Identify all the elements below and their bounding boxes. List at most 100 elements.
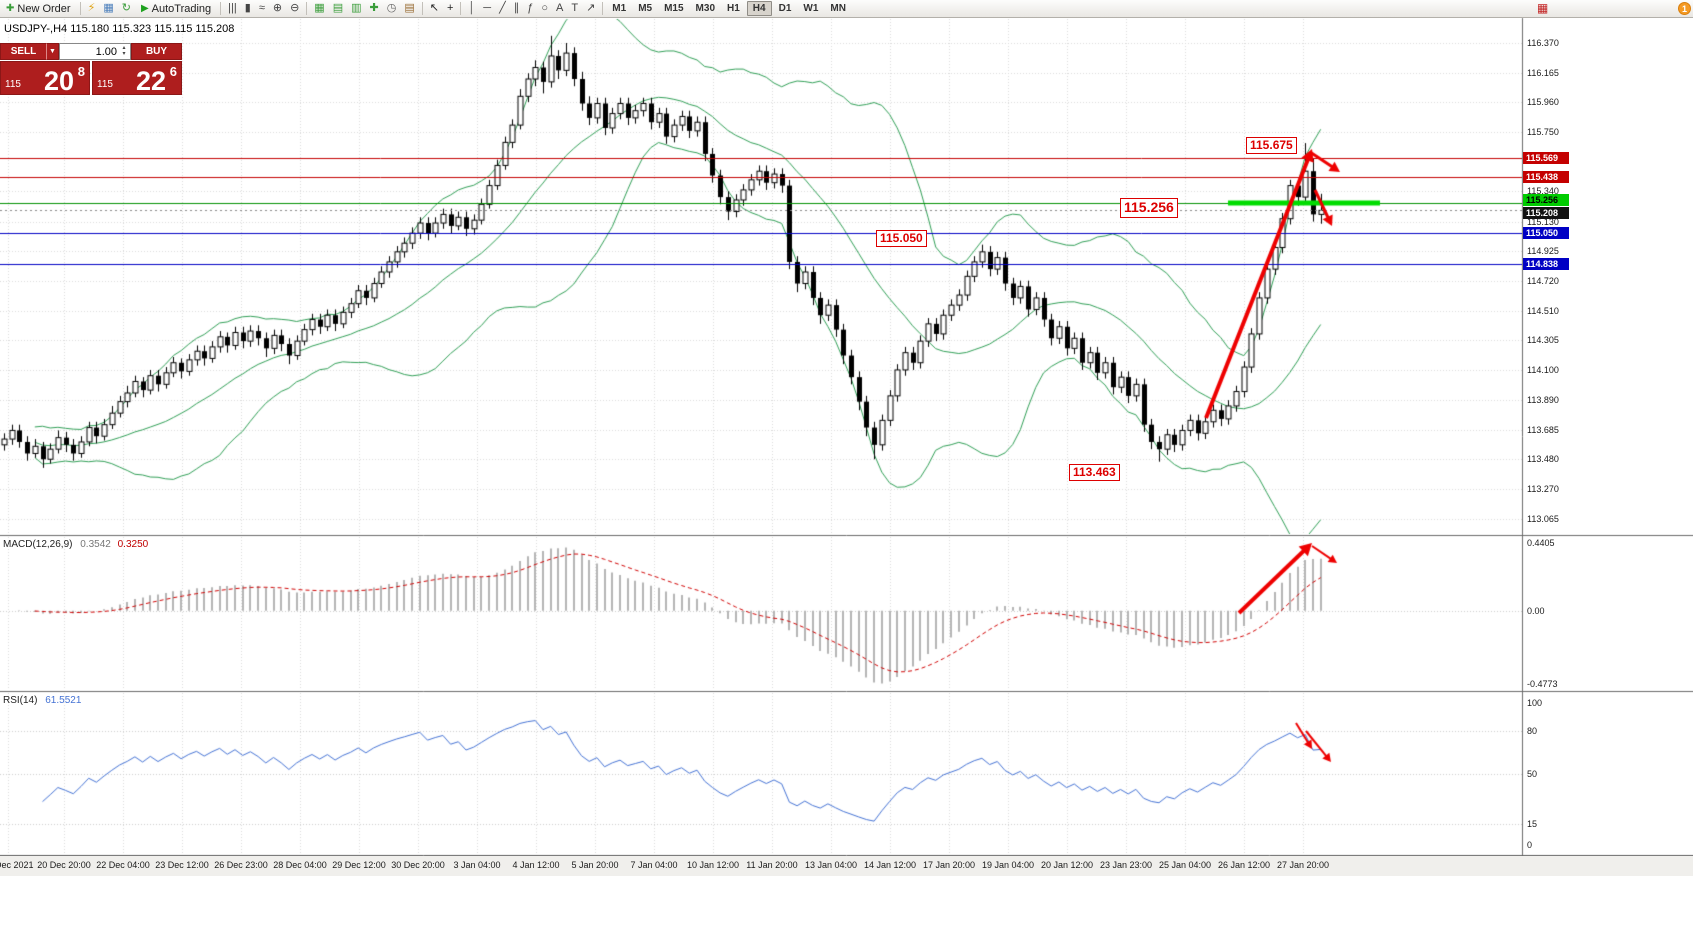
macd-axis-label: 0.00	[1527, 605, 1545, 616]
timeframe-h4[interactable]: H4	[746, 1, 772, 16]
rsi-axis-label: 15	[1527, 818, 1538, 829]
autotrading-button[interactable]: ▶ AutoTrading	[135, 0, 217, 17]
time-axis-label: 10 Jan 12:00	[686, 860, 740, 870]
time-axis-label: 25 Jan 04:00	[1158, 860, 1212, 870]
time-axis-label: 7 Jan 04:00	[630, 860, 678, 870]
rsi-axis-label: 100	[1527, 698, 1543, 708]
timeframe-m30[interactable]: M30	[695, 3, 715, 14]
sell-button[interactable]: SELL	[0, 43, 46, 60]
price-axis-label: 116.370	[1527, 38, 1559, 48]
toolbar-separator	[460, 2, 462, 15]
expert-advisors-icon[interactable]: ⚡	[87, 2, 96, 14]
rsi-header: RSI(14) 61.5521	[3, 695, 81, 706]
time-axis-label: 14 Jan 12:00	[863, 860, 917, 870]
horizontal-line-icon[interactable]: ─	[483, 2, 492, 14]
price-tag: 115.050	[1523, 227, 1569, 240]
refresh-chart-icon[interactable]: ↻	[121, 2, 131, 14]
shapes-icon[interactable]: ○	[541, 2, 548, 14]
buy-price-prefix: 115	[97, 79, 113, 90]
line-chart-icon[interactable]: ≈	[258, 2, 265, 14]
time-axis-label: 13 Jan 04:00	[804, 860, 858, 870]
toolbar-separator	[421, 2, 423, 15]
new-order-button[interactable]: ✚ New Order	[0, 0, 77, 17]
macd-value-signal: 0.3250	[117, 539, 149, 550]
autotrading-icon: ▶	[140, 3, 149, 14]
zoom-in-icon[interactable]: ⊕	[272, 2, 283, 14]
price-annotation[interactable]: 115.256	[1120, 198, 1178, 218]
time-axis-label: 29 Dec 12:00	[332, 860, 386, 870]
macd-axis-label: 0.4405	[1527, 538, 1555, 548]
time-axis-label: 17 Dec 2021	[0, 860, 34, 870]
time-axis-label: 3 Jan 04:00	[453, 860, 501, 870]
time-axis-label: 22 Dec 04:00	[96, 860, 150, 870]
toolbar-separator	[79, 2, 81, 15]
macd-header: MACD(12,26,9) 0.3542 0.3250	[3, 539, 148, 550]
toolbar-button-label: New Order	[17, 2, 71, 15]
timeframe-h1[interactable]: H1	[727, 3, 740, 14]
label-icon[interactable]: T	[571, 2, 579, 14]
macd-value-main: 0.3542	[80, 539, 111, 550]
add-chart-icon[interactable]: ✚	[369, 2, 379, 14]
fibonacci-icon[interactable]: ƒ	[527, 2, 534, 14]
buy-price-button[interactable]: 115 22 6	[92, 61, 182, 96]
candlestick-chart-icon[interactable]: ▮	[244, 2, 251, 14]
toolbar-items: ✚ New Order ⚡ ▦ ↻ ▶ AutoTrading ||| ▮ ≈ ⊕ ⊖ ▦ ▤ ▥ ✚ ◷ ▤ ↖ +…	[0, 0, 606, 18]
timeframe-m15[interactable]: M15	[664, 3, 684, 14]
timeframe-d1[interactable]: D1	[778, 3, 792, 14]
buy-button[interactable]: BUY	[131, 43, 182, 60]
zoom-out-icon[interactable]: ⊖	[290, 2, 300, 14]
price-tag: 115.208	[1523, 207, 1569, 220]
price-axis-label: 114.305	[1527, 335, 1559, 346]
toolbar: ✚ New Order ⚡ ▦ ↻ ▶ AutoTrading ||| ▮ ≈ ⊕ ⊖ ▦ ▤ ▥ ✚ ◷ ▤ ↖ +…	[0, 0, 1693, 18]
timeframe-mn[interactable]: MN	[830, 3, 846, 14]
timeframe-w1[interactable]: W1	[803, 3, 819, 14]
new-chart-icon[interactable]: ▦	[103, 2, 114, 14]
toolbar-button-label: AutoTrading	[151, 2, 212, 15]
timeframe-m1[interactable]: M1	[612, 3, 627, 14]
channel-icon[interactable]: ∥	[513, 2, 520, 14]
price-axis-label: 113.065	[1527, 514, 1559, 524]
tile-windows-icon[interactable]: ▦	[314, 2, 325, 14]
arrow-objects-icon[interactable]: ↗	[586, 2, 596, 14]
price-tag: 115.256	[1523, 194, 1569, 207]
price-axis-label: 114.925	[1527, 246, 1559, 257]
chart-ohlc-title: USDJPY-,H4 115.180 115.323 115.115 115.2…	[4, 23, 235, 35]
crosshair-icon[interactable]: +	[446, 2, 454, 14]
time-axis-label: 26 Dec 23:00	[214, 860, 268, 870]
toolbar-separator	[602, 2, 604, 15]
time-axis-label: 23 Dec 12:00	[155, 860, 209, 870]
price-annotation[interactable]: 115.675	[1246, 137, 1297, 154]
time-axis[interactable]	[0, 856, 1693, 876]
time-axis-label: 11 Jan 20:00	[746, 860, 798, 870]
templates-icon[interactable]: ▤	[404, 2, 415, 14]
new-order-icon: ✚	[6, 3, 15, 14]
price-axis-label: 115.340	[1527, 186, 1559, 197]
vertical-line-icon[interactable]: │	[468, 2, 476, 14]
price-axis-label: 114.720	[1527, 275, 1559, 286]
cursor-icon[interactable]: ↖	[429, 2, 439, 14]
lot-spinner[interactable]: ▴ ▾	[122, 45, 126, 57]
price-annotation[interactable]: 113.463	[1069, 464, 1120, 481]
order-type-dropdown[interactable]: ▼	[46, 43, 59, 60]
notification-badge[interactable]: 1	[1678, 2, 1691, 15]
sell-price-button[interactable]: 115 20 8	[0, 61, 90, 96]
price-axis-label: 114.100	[1527, 364, 1559, 375]
lot-size-input[interactable]: 1.00 ▴ ▾	[59, 43, 131, 60]
period-icon[interactable]: ◷	[386, 2, 397, 14]
timeframe-group: M1 M5 M15 M30 H1 H4 D1 W1 MN	[606, 0, 852, 18]
trendline-icon[interactable]: ╱	[499, 2, 506, 14]
price-axis-label: 113.685	[1527, 424, 1559, 435]
alerts-icon[interactable]: ▦	[1537, 1, 1549, 15]
toolbar-separator	[306, 2, 308, 15]
price-annotation[interactable]: 115.050	[876, 230, 927, 247]
tile-horizontal-icon[interactable]: ▥	[351, 2, 362, 14]
timeframe-m5[interactable]: M5	[638, 3, 653, 14]
sell-price-big: 20	[43, 66, 74, 96]
bar-chart-icon[interactable]: |||	[228, 2, 237, 14]
cascade-windows-icon[interactable]: ▤	[332, 2, 344, 14]
time-axis-label: 23 Jan 23:00	[1099, 860, 1153, 870]
rsi-label: RSI(14)	[3, 695, 38, 706]
text-icon[interactable]: A	[555, 2, 564, 14]
